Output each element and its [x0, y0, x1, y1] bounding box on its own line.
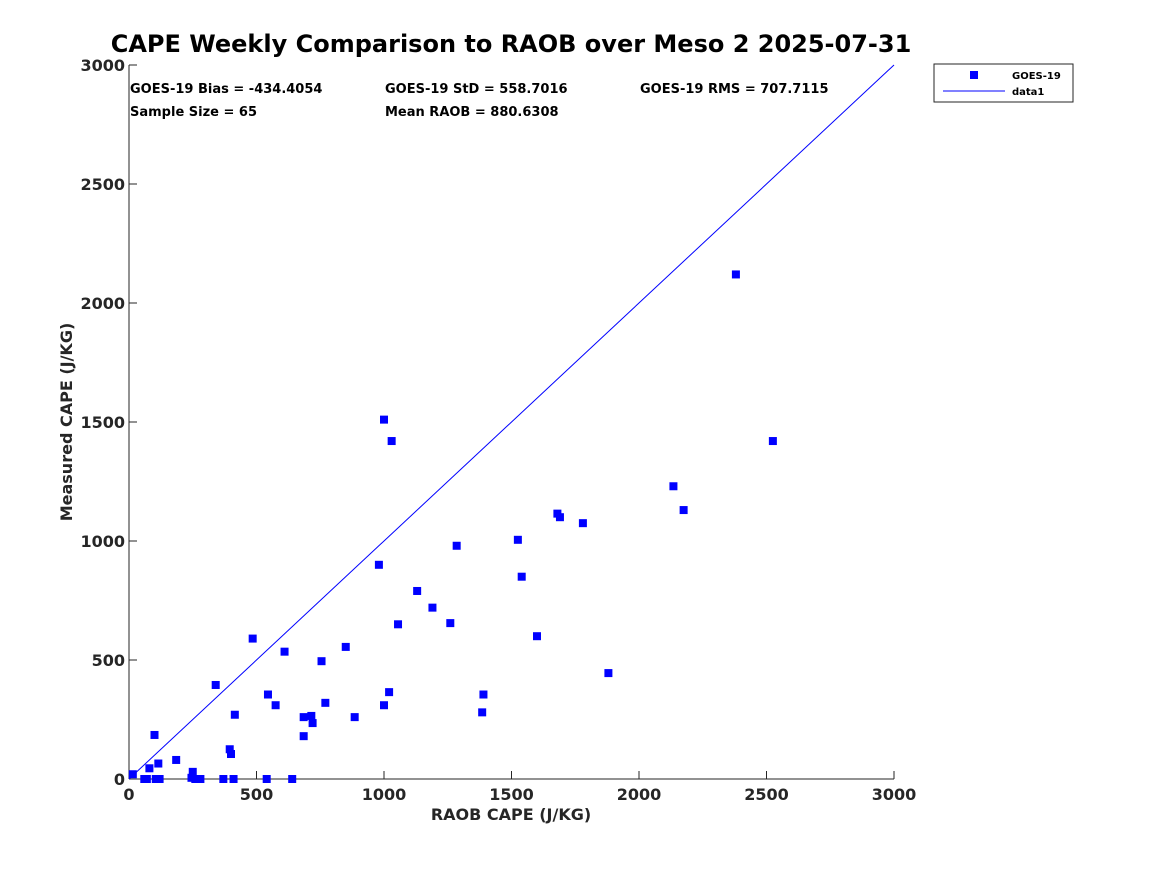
data-point-goes19	[533, 632, 541, 641]
x-axis-label: RAOB CAPE (J/KG)	[431, 805, 591, 824]
data-point-goes19	[172, 755, 181, 764]
data-point-goes19	[669, 482, 678, 491]
data-point-goes19	[288, 775, 297, 783]
stat-std: GOES-19 StD = 558.7016	[385, 82, 568, 97]
y-tick-label: 1000	[80, 532, 125, 551]
data-point-goes19	[413, 586, 422, 595]
axes	[128, 65, 894, 780]
data-point-goes19	[211, 680, 220, 689]
data-point-goes19	[428, 603, 437, 612]
y-tick-label: 2000	[80, 294, 125, 313]
data-point-goes19	[155, 775, 164, 783]
y-tick-label: 1500	[80, 413, 125, 432]
data-point-goes19	[191, 775, 200, 783]
legend-label-goes19: GOES-19	[1012, 71, 1061, 82]
data-point-goes19	[227, 750, 235, 759]
data-point-goes19	[229, 775, 238, 783]
data-point-goes19	[188, 767, 197, 776]
y-tick-label: 500	[92, 651, 125, 670]
x-tick-label: 1000	[362, 785, 407, 804]
data-point-goes19	[604, 669, 613, 678]
data-point-goes19	[219, 775, 228, 783]
data-point-goes19	[154, 759, 163, 768]
legend-box	[933, 63, 1074, 103]
data-point-goes19	[385, 688, 394, 697]
stat-rms: GOES-19 RMS = 707.7115	[640, 82, 829, 97]
data-point-goes19	[768, 437, 777, 446]
data-point-goes19	[128, 770, 137, 779]
data-point-goes19	[679, 506, 688, 515]
data-point-goes19	[308, 719, 317, 728]
data-point-goes19	[513, 535, 522, 544]
data-point-goes19	[263, 690, 272, 699]
legend-marker-swatch	[970, 71, 978, 79]
axis-ticks: 0 500 1000 1500 2000 2500 3000 0 500 1000 1500 2000…	[80, 56, 916, 804]
data-point-goes19	[307, 711, 316, 720]
data-point-goes19	[731, 270, 740, 279]
data-point-goes19	[394, 620, 403, 629]
reference-line-data1	[128, 64, 895, 780]
data-point-goes19	[446, 619, 455, 628]
x-tick-label: 2000	[617, 785, 662, 804]
y-tick-label: 0	[114, 770, 125, 789]
y-tick-label: 2500	[80, 175, 125, 194]
data-point-goes19	[225, 745, 234, 754]
data-point-goes19	[262, 775, 271, 783]
legend-label-data1: data1	[1012, 87, 1044, 98]
data-point-goes19	[299, 713, 308, 722]
data-point-goes19	[517, 572, 526, 581]
stat-sample-size: Sample Size = 65	[130, 105, 257, 120]
data-point-goes19	[317, 657, 326, 666]
data-point-goes19	[387, 437, 396, 446]
data-point-goes19	[150, 730, 159, 739]
x-tick-label: 2500	[744, 785, 789, 804]
x-tick-label: 1500	[489, 785, 534, 804]
data-point-goes19	[478, 708, 487, 717]
data-point-goes19	[271, 701, 280, 710]
data-point-goes19	[230, 710, 239, 719]
stat-mean-raob: Mean RAOB = 880.6308	[385, 105, 559, 120]
data-point-goes19	[145, 764, 154, 773]
data-point-goes19	[321, 698, 330, 707]
data-point-goes19	[555, 513, 564, 522]
stat-bias: GOES-19 Bias = -434.4054	[130, 82, 322, 97]
data-point-goes19	[341, 642, 350, 651]
plot-area: 0 500 1000 1500 2000 2500 3000 0 500 1000 1500 2000…	[80, 56, 916, 804]
y-axis-label: Measured CAPE (J/KG)	[57, 323, 76, 522]
data-point-goes19	[380, 701, 388, 710]
data-point-goes19	[479, 690, 488, 699]
data-point-goes19	[374, 560, 383, 569]
data-point-goes19	[578, 519, 587, 528]
chart-title: CAPE Weekly Comparison to RAOB over Meso…	[111, 30, 912, 58]
data-point-goes19	[350, 713, 359, 722]
data-point-goes19	[196, 775, 205, 783]
data-point-goes19	[380, 415, 388, 424]
data-series	[128, 64, 895, 783]
data-point-goes19	[452, 541, 461, 550]
x-tick-label: 0	[123, 785, 134, 804]
data-point-goes19	[299, 732, 308, 741]
x-tick-label: 3000	[872, 785, 917, 804]
data-point-goes19	[248, 634, 257, 643]
data-point-goes19	[280, 647, 289, 656]
y-tick-label: 3000	[80, 56, 125, 75]
data-point-goes19	[142, 775, 151, 783]
x-tick-label: 500	[240, 785, 273, 804]
legend: GOES-19 data1	[933, 63, 1074, 103]
